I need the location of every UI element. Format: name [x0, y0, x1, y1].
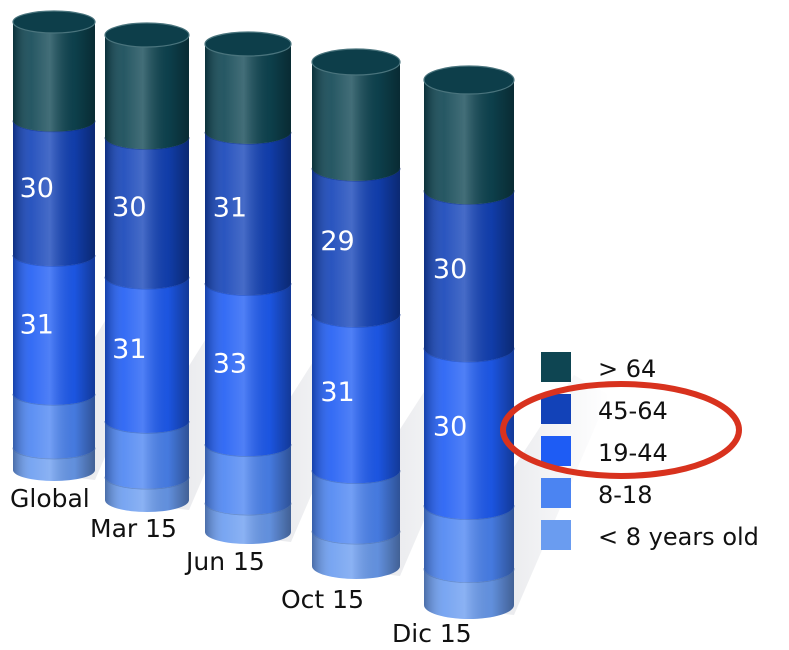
legend-swatch	[541, 436, 571, 466]
category-label: Jun 15	[184, 547, 265, 576]
segment-shading	[13, 22, 95, 132]
segment-shading	[205, 502, 291, 544]
data-label: 31	[20, 309, 54, 340]
segment-shading	[205, 283, 291, 457]
cylinder-oct-15	[311, 48, 401, 579]
segment-shading	[312, 470, 400, 544]
cylinder-global	[12, 10, 96, 481]
cylinder-top-cap	[104, 22, 190, 48]
segment-shading	[424, 190, 514, 362]
category-label: Mar 15	[90, 514, 177, 543]
segment-shading	[424, 347, 514, 520]
cylinder-top-cap	[12, 10, 96, 34]
segment-shading	[13, 393, 95, 459]
segment-shading	[105, 276, 189, 433]
cylinder-top-cap	[204, 31, 292, 57]
legend-item: 19-44	[541, 436, 668, 467]
legend-label: 45-64	[598, 397, 668, 425]
legend-swatch	[541, 478, 571, 508]
data-label: 30	[433, 254, 467, 285]
segment-shading	[424, 80, 514, 205]
segment-shading	[13, 120, 95, 266]
segment-shading	[312, 167, 400, 327]
legend-label: 8-18	[598, 481, 652, 509]
legend-swatch	[541, 520, 571, 550]
legend-item: < 8 years old	[541, 520, 759, 551]
category-label: Global	[10, 484, 90, 513]
legend: > 64 45-64 19-44 8-18 < 8 years old	[541, 352, 759, 551]
data-label: 29	[320, 226, 354, 257]
highlight-circle	[500, 381, 742, 479]
segment-shading	[205, 444, 291, 515]
cylinder-mar-15	[104, 22, 190, 512]
data-label: 31	[320, 377, 354, 408]
data-label: 33	[213, 349, 247, 380]
segment-shading	[13, 447, 95, 481]
legend-item: > 64	[541, 352, 656, 383]
cylinder-jun-15	[204, 31, 292, 544]
legend-item: 8-18	[541, 478, 652, 509]
cylinder-top-cap	[311, 48, 401, 76]
legend-label: 19-44	[598, 439, 668, 467]
legend-swatch	[541, 352, 571, 382]
segment-shading	[105, 476, 189, 512]
segment-shading	[312, 530, 400, 579]
legend-item: 45-64	[541, 394, 668, 425]
legend-label: > 64	[598, 355, 656, 383]
legend-label: < 8 years old	[598, 523, 759, 551]
data-label: 31	[112, 334, 146, 365]
data-label: 30	[112, 192, 146, 223]
segment-shading	[105, 35, 189, 150]
segment-shading	[105, 137, 189, 289]
data-label: 30	[433, 412, 467, 443]
cylinder-top-cap	[423, 65, 515, 95]
data-label: 30	[20, 173, 54, 204]
segment-shading	[424, 505, 514, 583]
segment-shading	[424, 568, 514, 619]
segment-shading	[312, 314, 400, 484]
cylinder-dic-15	[423, 65, 515, 619]
category-label: Dic 15	[392, 619, 472, 648]
category-label: Oct 15	[281, 585, 364, 614]
segment-shading	[105, 420, 189, 489]
data-label: 31	[213, 192, 247, 223]
segment-shading	[13, 254, 95, 405]
segment-shading	[205, 131, 291, 296]
segment-shading	[312, 62, 400, 181]
legend-swatch	[541, 394, 571, 424]
segment-shading	[205, 44, 291, 144]
